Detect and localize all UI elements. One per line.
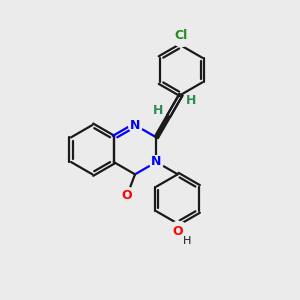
Text: H: H	[153, 104, 164, 117]
Text: H: H	[183, 236, 191, 246]
Text: N: N	[151, 155, 161, 169]
Text: H: H	[186, 94, 196, 107]
Text: O: O	[122, 189, 132, 202]
Text: O: O	[172, 225, 183, 238]
Text: Cl: Cl	[174, 29, 188, 43]
Text: N: N	[130, 118, 140, 132]
